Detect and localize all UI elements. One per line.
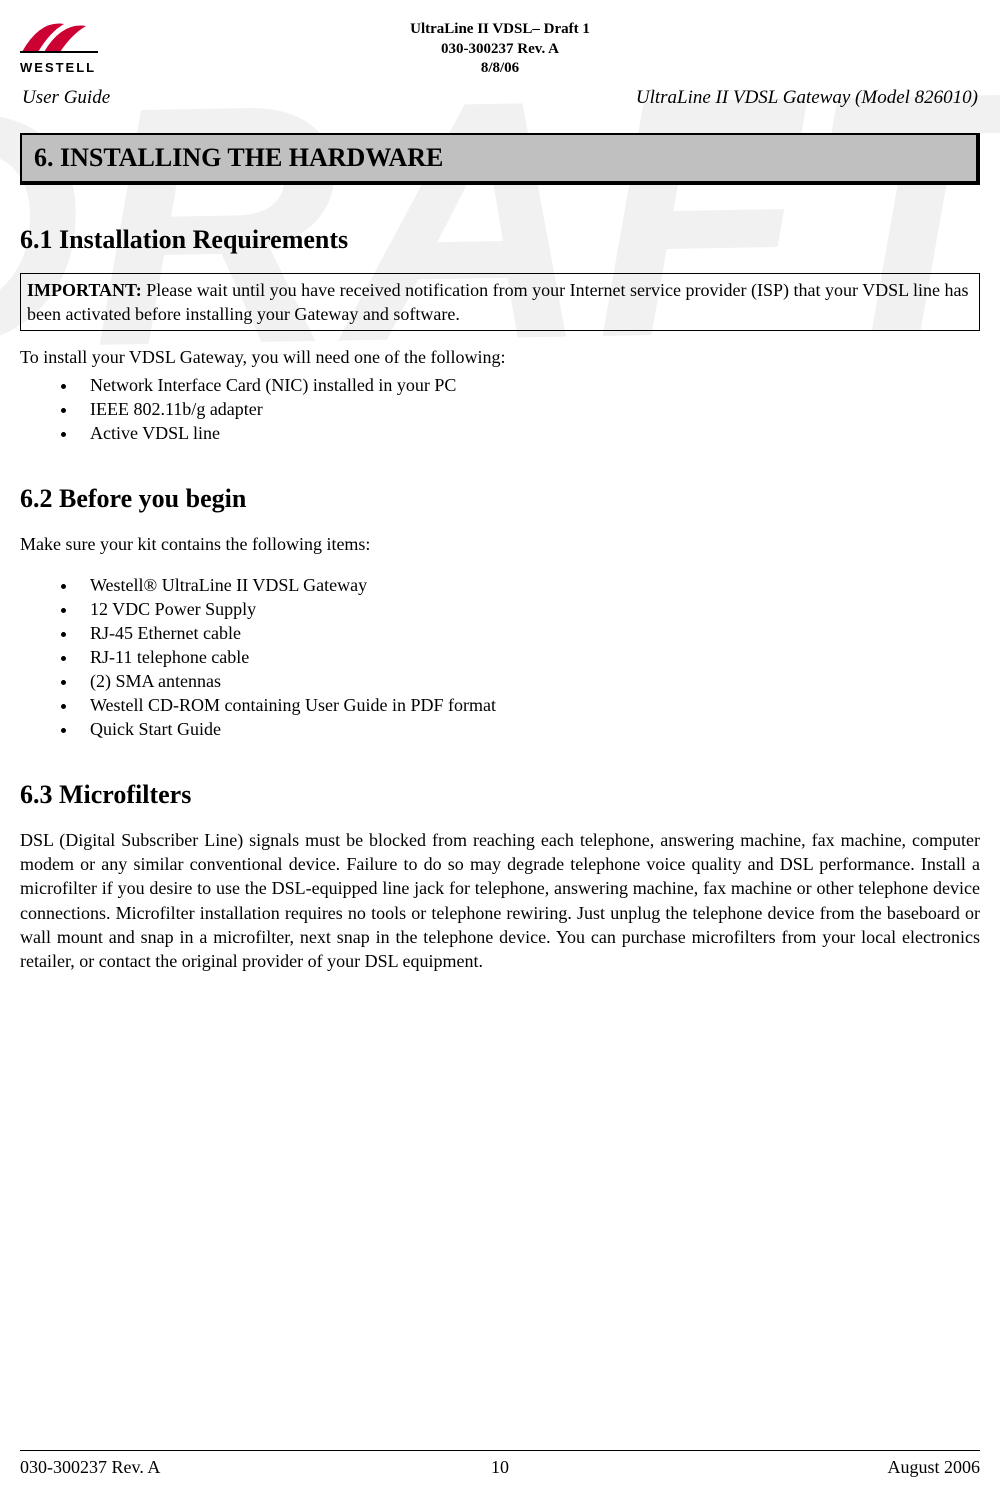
logo: WESTELL: [20, 18, 160, 75]
section-title-bar: 6. INSTALLING THE HARDWARE: [20, 133, 980, 185]
s62-intro: Make sure your kit contains the followin…: [20, 532, 980, 556]
list-item: IEEE 802.11b/g adapter: [78, 399, 980, 420]
important-text: Please wait until you have received noti…: [27, 280, 968, 324]
footer-page-number: 10: [20, 1457, 980, 1478]
list-item: (2) SMA antennas: [78, 671, 980, 692]
list-item: Westell CD-ROM containing User Guide in …: [78, 695, 980, 716]
logo-brand-text: WESTELL: [20, 60, 160, 75]
list-item: RJ-11 telephone cable: [78, 647, 980, 668]
heading-6-1: 6.1 Installation Requirements: [20, 225, 980, 255]
page-footer: 10 030-300237 Rev. A August 2006: [20, 1450, 980, 1479]
list-item: 12 VDC Power Supply: [78, 599, 980, 620]
footer-divider: [20, 1450, 980, 1451]
s62-list: Westell® UltraLine II VDSL Gateway 12 VD…: [78, 575, 980, 740]
list-item: Quick Start Guide: [78, 719, 980, 740]
content-area: WESTELL UltraLine II VDSL– Draft 1 030-3…: [0, 0, 1000, 973]
header-line2: 030-300237 Rev. A: [160, 40, 840, 60]
sub-header: User Guide UltraLine II VDSL Gateway (Mo…: [20, 87, 980, 109]
header-center: UltraLine II VDSL– Draft 1 030-300237 Re…: [160, 18, 840, 79]
page-header: WESTELL UltraLine II VDSL– Draft 1 030-3…: [20, 18, 980, 79]
important-label: IMPORTANT:: [27, 280, 142, 300]
list-item: RJ-45 Ethernet cable: [78, 623, 980, 644]
subheader-right: UltraLine II VDSL Gateway (Model 826010): [636, 87, 978, 109]
subheader-left: User Guide: [22, 87, 110, 109]
header-line3: 8/8/06: [160, 59, 840, 79]
important-box: IMPORTANT: Please wait until you have re…: [20, 273, 980, 332]
list-item: Active VDSL line: [78, 423, 980, 444]
header-line1: UltraLine II VDSL– Draft 1: [160, 20, 840, 40]
s63-body: DSL (Digital Subscriber Line) signals mu…: [20, 828, 980, 974]
logo-swoosh-icon: [20, 18, 98, 58]
list-item: Westell® UltraLine II VDSL Gateway: [78, 575, 980, 596]
s61-intro: To install your VDSL Gateway, you will n…: [20, 345, 980, 369]
s61-list: Network Interface Card (NIC) installed i…: [78, 375, 980, 444]
heading-6-2: 6.2 Before you begin: [20, 484, 980, 514]
list-item: Network Interface Card (NIC) installed i…: [78, 375, 980, 396]
heading-6-3: 6.3 Microfilters: [20, 780, 980, 810]
page: DRAFT 1 WESTELL UltraLine II VDSL– Draft…: [0, 0, 1000, 1501]
